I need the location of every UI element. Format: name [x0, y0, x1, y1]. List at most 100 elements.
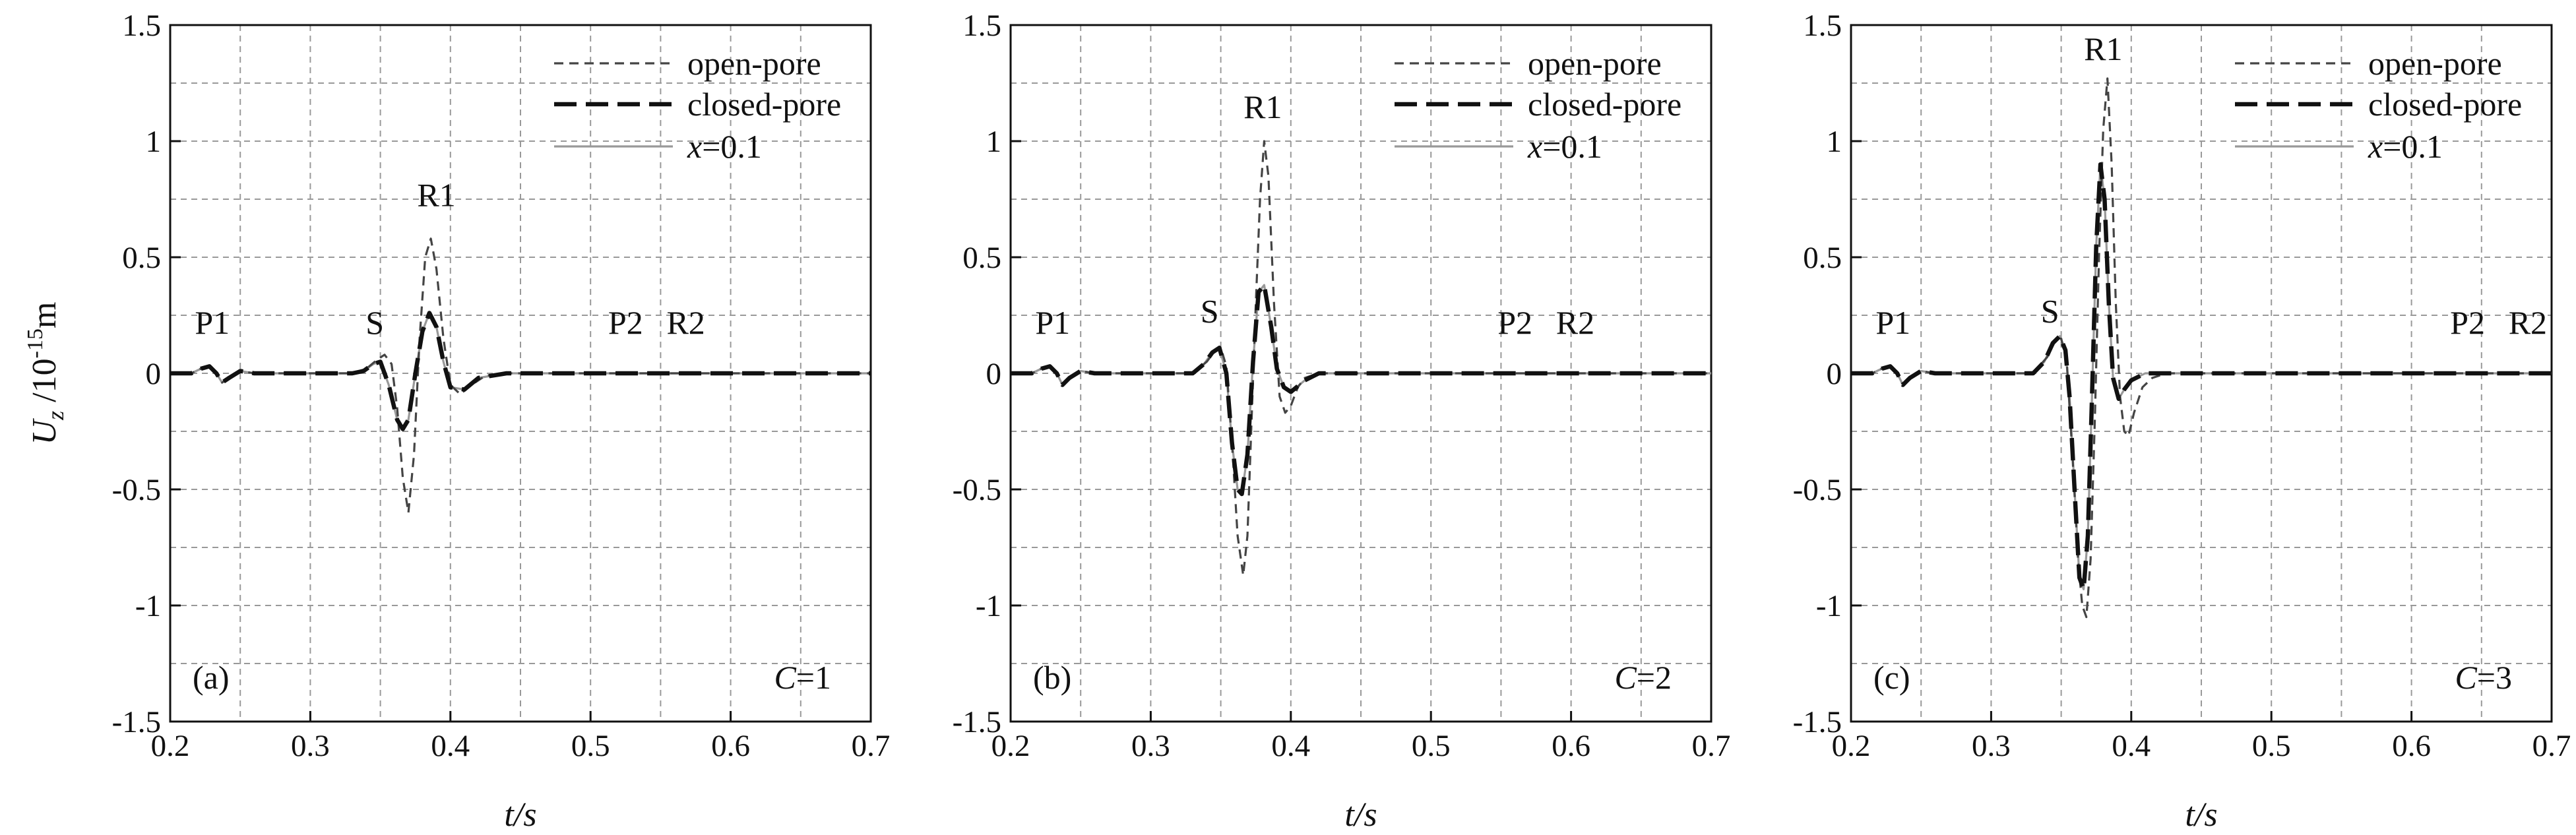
series-line-x-01	[170, 311, 871, 431]
case-label: C=3	[2455, 659, 2512, 696]
y-tick-label: -0.5	[112, 473, 161, 507]
x-tick-label: 0.4	[431, 729, 470, 763]
legend-label: x=0.1	[1527, 128, 1602, 165]
y-tick-label: 1	[1827, 125, 1842, 159]
y-tick-label: -1	[976, 589, 1001, 623]
annotation-label: P2	[608, 304, 643, 341]
x-tick-label: 0.7	[1692, 729, 1731, 763]
chart-panel-1: 1.5 1 0.5 0 -0.5 -1 -1.50.2 0.3 0.4 0.5 0.6 0.7 t/s P…	[112, 9, 891, 834]
x-axis-label-text: t/s	[1344, 796, 1377, 834]
legend-label: closed-pore	[1528, 86, 1681, 123]
x-tick-label: 0.5	[1412, 729, 1451, 763]
x-tick-label: 0.5	[571, 729, 610, 763]
y-axis-label-subscript: z	[42, 411, 69, 421]
y-tick-label: 1.5	[122, 9, 161, 43]
legend-label: open-pore	[687, 45, 821, 82]
y-axis-label-unit: /10	[26, 358, 63, 410]
legend-label: closed-pore	[687, 86, 841, 123]
panel-label: (a)	[193, 659, 230, 696]
x-tick-label: 0.4	[2112, 729, 2151, 763]
y-tick-label: 0	[146, 357, 162, 391]
y-tick-label: -1.5	[112, 705, 161, 739]
x-tick-label: 0.3	[1972, 729, 2011, 763]
case-label-value: =2	[1637, 659, 1672, 696]
y-tick-label: 0	[986, 357, 1002, 391]
series-line-closed-pore	[170, 311, 871, 431]
y-tick-label: 0.5	[122, 241, 161, 275]
annotation-label: S	[365, 304, 384, 341]
x-tick-label: 0.2	[151, 729, 190, 763]
annotation-label: R2	[2509, 304, 2547, 341]
legend-label-value: =0.1	[702, 128, 762, 165]
legend-label: x=0.1	[687, 128, 762, 165]
y-tick-label: 0	[1827, 357, 1842, 391]
y-tick-label: 0.5	[1803, 241, 1842, 275]
legend-label: x=0.1	[2368, 128, 2443, 165]
chart-panel-2: 1.5 1 0.5 0 -0.5 -1 -1.50.2 0.3 0.4 0.5 0.6 0.7 t/s P…	[953, 9, 1731, 834]
x-tick-label: 0.3	[1131, 729, 1170, 763]
legend-label-symbol: x	[2368, 128, 2383, 165]
legend: open-pore closed-pore x=0.1	[2235, 45, 2522, 165]
legend-label: open-pore	[1528, 45, 1662, 82]
chart-panel-3: 1.5 1 0.5 0 -0.5 -1 -1.50.2 0.3 0.4 0.5 0.6 0.7 t/s P…	[1793, 9, 2571, 834]
y-tick-label: -0.5	[1793, 473, 1842, 507]
annotation-label: P1	[1035, 304, 1070, 341]
case-label-value: =3	[2477, 659, 2512, 696]
y-tick-label: 1	[146, 125, 162, 159]
panel-label: (b)	[1033, 659, 1071, 696]
y-tick-label: 1.5	[1803, 9, 1842, 43]
y-tick-label: -1.5	[953, 705, 1001, 739]
annotation-label: R1	[2084, 30, 2122, 67]
y-tick-label: -1.5	[1793, 705, 1842, 739]
x-tick-label: 0.5	[2252, 729, 2291, 763]
case-label-symbol: C	[1614, 659, 1637, 696]
x-tick-label: 0.7	[852, 729, 891, 763]
x-axis-label-text: t/s	[2185, 796, 2217, 834]
annotation-label: P1	[1875, 304, 1910, 341]
legend-label-value: =0.1	[2383, 128, 2443, 165]
legend-label-symbol: x	[687, 128, 702, 165]
annotation-label: P2	[2450, 304, 2485, 341]
annotation-label: S	[2041, 293, 2059, 330]
y-axis-label-exponent: -15	[23, 328, 47, 358]
legend-label-value: =0.1	[1542, 128, 1602, 165]
series-line-closed-pore	[1851, 162, 2552, 592]
legend-label-symbol: x	[1527, 128, 1542, 165]
x-tick-label: 0.4	[1271, 729, 1310, 763]
x-tick-label: 0.6	[711, 729, 750, 763]
x-tick-label: 0.2	[991, 729, 1030, 763]
annotation-label: S	[1201, 293, 1219, 330]
annotation-label: P2	[1497, 304, 1532, 341]
annotation-label: R1	[417, 177, 455, 214]
panel-label: (c)	[1873, 659, 1910, 696]
case-label-symbol: C	[2455, 659, 2477, 696]
series-line-closed-pore	[1011, 282, 1711, 497]
annotation-label: P1	[195, 304, 230, 341]
x-axis-label: t/s	[504, 796, 536, 834]
legend-label: open-pore	[2368, 45, 2502, 82]
x-axis-label: t/s	[2185, 796, 2217, 834]
x-tick-label: 0.6	[1552, 729, 1590, 763]
x-axis-label-text: t/s	[504, 796, 536, 834]
annotation-label: R2	[1556, 304, 1594, 341]
case-label-symbol: C	[774, 659, 796, 696]
series-line-open-pore	[170, 237, 871, 514]
legend: open-pore closed-pore x=0.1	[1395, 45, 1681, 165]
x-tick-label: 0.2	[1832, 729, 1871, 763]
y-tick-label: -1	[135, 589, 161, 623]
y-axis-label-tail: m	[26, 302, 63, 328]
case-label-value: =1	[796, 659, 831, 696]
ticks	[1850, 24, 2553, 723]
y-tick-label: -1	[1816, 589, 1842, 623]
y-tick-label: -0.5	[953, 473, 1001, 507]
y-tick-label: 1.5	[962, 9, 1001, 43]
y-tick-label: 1	[986, 125, 1002, 159]
case-label: C=1	[774, 659, 831, 696]
y-axis-label-symbol: U	[26, 417, 63, 445]
x-tick-label: 0.7	[2532, 729, 2571, 763]
x-tick-label: 0.3	[291, 729, 330, 763]
legend-label: closed-pore	[2368, 86, 2522, 123]
legend: open-pore closed-pore x=0.1	[554, 45, 841, 165]
x-axis-label: t/s	[1344, 796, 1377, 834]
